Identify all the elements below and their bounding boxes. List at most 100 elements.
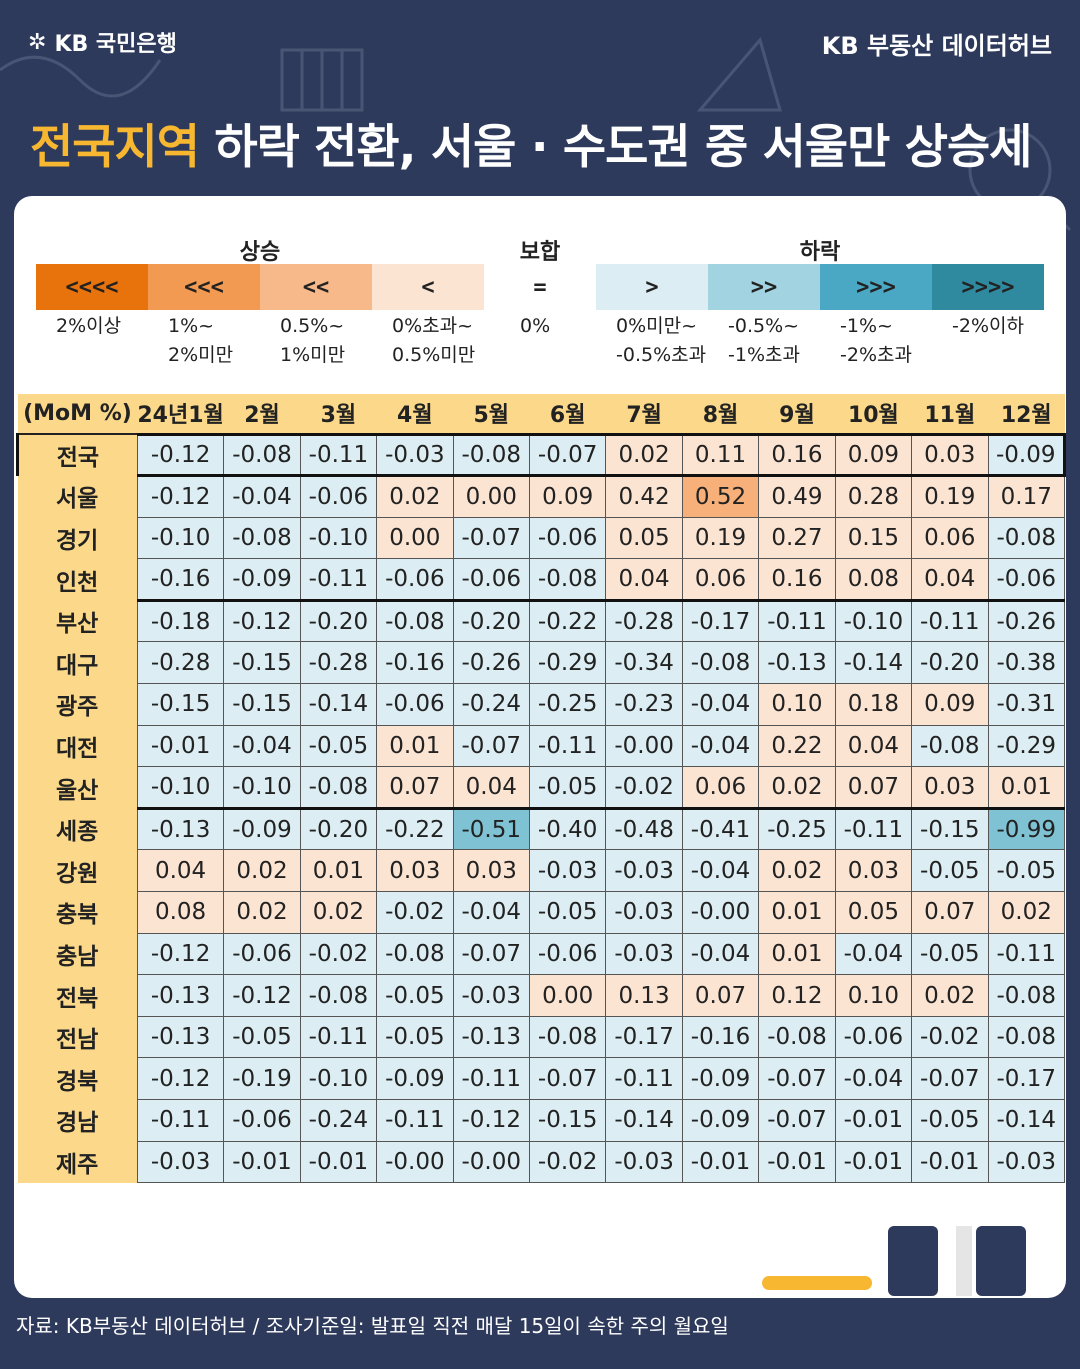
table-row: 제주 -0.03 -0.01 -0.01 -0.00 -0.00 -0.02 -0.03 -0.…: [17, 1140, 1065, 1184]
value-cell: -0.05: [299, 724, 378, 768]
region-label: 대전: [17, 725, 138, 767]
legend-bar: <<<< <<< << < = > >> >>> >>>>: [36, 264, 1044, 310]
region-label: 강원: [17, 849, 138, 892]
value-cell: 0.16: [758, 558, 836, 602]
column-header-unit: (MoM %): [17, 394, 138, 435]
value-cell: 0.09: [834, 432, 913, 478]
value-cell: -0.11: [605, 1057, 683, 1100]
column-header-month: 9월: [758, 394, 836, 435]
value-cell: -0.11: [299, 558, 378, 602]
value-cell: -0.02: [376, 891, 454, 934]
value-cell: 0.00: [376, 516, 454, 560]
legend-labels: 2%이상 1%~ 2%미만 0.5%~ 1%미만 0%초과~ 0.5%미만 0% 0%미만…: [36, 312, 1044, 370]
value-cell: -0.11: [136, 1099, 225, 1142]
value-cell: 0.42: [605, 475, 683, 518]
value-cell: 0.16: [758, 432, 836, 478]
value-cell: -0.12: [136, 432, 225, 478]
value-cell: -0.04: [681, 724, 760, 768]
content-card: 상승 보합 하락 <<<< <<< << < = > >> >>> >>>> 2%이상 1%~ 2…: [14, 196, 1066, 1298]
legend-up-title: 상승: [239, 240, 281, 265]
kb-datahub-label: KB 부동산 데이터허브: [821, 32, 1052, 60]
value-cell: 0.04: [605, 558, 683, 602]
value-cell: -0.09: [223, 558, 301, 602]
legend-label: 2%이상: [56, 315, 122, 337]
table-row: 충북 0.08 0.02 0.02 -0.02 -0.04 -0.05 -0.03 -0.00 0…: [17, 891, 1065, 934]
region-label: 충남: [17, 933, 138, 975]
title-rest: 하락 전환, 서울 · 수도권 중 서울만 상승세: [198, 120, 1032, 175]
value-cell: 0.18: [834, 683, 913, 726]
value-cell: -0.03: [528, 849, 607, 893]
table-header-row: (MoM %) 24년1월 2월 3월 4월 5월 6월 7월 8월 9월 10월 11월 12월: [17, 394, 1065, 435]
value-cell: 0.04: [911, 558, 989, 602]
value-cell: -0.08: [223, 432, 301, 478]
value-cell: -0.20: [911, 641, 989, 685]
value-cell: 0.07: [911, 891, 989, 934]
value-cell: -0.22: [376, 807, 454, 851]
legend-label: -1%~ -2%초과: [840, 315, 912, 366]
value-cell: -0.17: [605, 1015, 683, 1059]
value-cell: 0.04: [834, 724, 913, 768]
value-cell: -0.04: [834, 932, 913, 976]
table-row: 대구 -0.28 -0.15 -0.28 -0.16 -0.26 -0.29 -0.34 -0.…: [17, 641, 1065, 685]
value-cell: 0.00: [528, 974, 607, 1017]
page-indicator-block-2: [956, 1226, 972, 1296]
value-cell: -0.08: [758, 1015, 836, 1059]
value-cell: -0.01: [223, 1140, 301, 1184]
value-cell: -0.17: [987, 1057, 1065, 1100]
value-cell: 0.08: [136, 891, 225, 934]
value-cell: -0.13: [758, 641, 836, 685]
table-row: 인천 -0.16 -0.09 -0.11 -0.06 -0.06 -0.08 0.04 0.06…: [17, 558, 1065, 602]
value-cell: -0.05: [528, 891, 607, 934]
value-cell: 0.49: [758, 475, 836, 518]
legend-swatch: =: [484, 264, 596, 310]
value-cell: -0.08: [528, 558, 607, 602]
value-cell: 0.02: [299, 891, 378, 934]
value-cell: 0.06: [681, 558, 760, 602]
legend-label: -2%이하: [952, 315, 1024, 337]
mom-price-table: (MoM %) 24년1월 2월 3월 4월 5월 6월 7월 8월 9월 10월 11월 12월 전국…: [16, 394, 1066, 1184]
value-cell: -0.03: [605, 849, 683, 893]
value-cell: -0.06: [299, 475, 378, 518]
value-cell: 0.02: [911, 974, 989, 1017]
legend-swatch: <<<<: [36, 264, 148, 310]
table-row: 충남 -0.12 -0.06 -0.02 -0.08 -0.07 -0.06 -0.03 -0.…: [17, 932, 1065, 976]
value-cell: -0.03: [605, 1140, 683, 1184]
value-cell: -0.07: [528, 432, 607, 478]
value-cell: -0.04: [681, 683, 760, 726]
value-cell: -0.02: [528, 1140, 607, 1184]
value-cell: -0.20: [452, 599, 530, 643]
value-cell: -0.02: [299, 932, 378, 976]
value-cell: -0.04: [452, 891, 530, 934]
value-cell: 0.12: [758, 974, 836, 1017]
value-cell: -0.00: [605, 724, 683, 768]
value-cell: -0.01: [911, 1140, 989, 1184]
legend-label: 0%초과~ 0.5%미만: [392, 315, 476, 366]
value-cell: -0.08: [299, 766, 378, 810]
value-cell: -0.19: [223, 1057, 301, 1100]
value-cell: -0.07: [911, 1057, 989, 1100]
value-cell: -0.05: [911, 932, 989, 976]
value-cell: -0.11: [528, 724, 607, 768]
value-cell: 0.06: [911, 516, 989, 560]
column-header-month: 4월: [376, 394, 454, 435]
kb-star-icon: ✲: [28, 29, 47, 55]
value-cell: -0.10: [136, 516, 225, 560]
value-cell: 0.07: [834, 766, 913, 810]
value-cell: 0.02: [223, 849, 301, 893]
value-cell: -0.11: [834, 807, 913, 851]
column-header-month: 2월: [223, 394, 301, 435]
value-cell: -0.05: [376, 1015, 454, 1059]
value-cell: 0.19: [911, 475, 989, 518]
value-cell: -0.28: [136, 641, 225, 685]
value-cell: -0.14: [299, 683, 378, 726]
value-cell: -0.06: [223, 932, 301, 976]
value-cell: -0.11: [987, 932, 1065, 976]
value-cell: -0.08: [911, 724, 989, 768]
value-cell: -0.28: [605, 599, 683, 643]
table-row: 전국 -0.12 -0.08 -0.11 -0.03 -0.08 -0.07 0.02 0.11…: [16, 432, 1066, 478]
value-cell: -0.05: [987, 849, 1065, 893]
column-header-month: 6월: [529, 394, 606, 435]
value-cell: -0.11: [452, 1057, 530, 1100]
table-row: 서울 -0.12 -0.04 -0.06 0.02 0.00 0.09 0.42 0.52 0.4…: [17, 475, 1065, 518]
region-label: 전남: [17, 1016, 138, 1058]
